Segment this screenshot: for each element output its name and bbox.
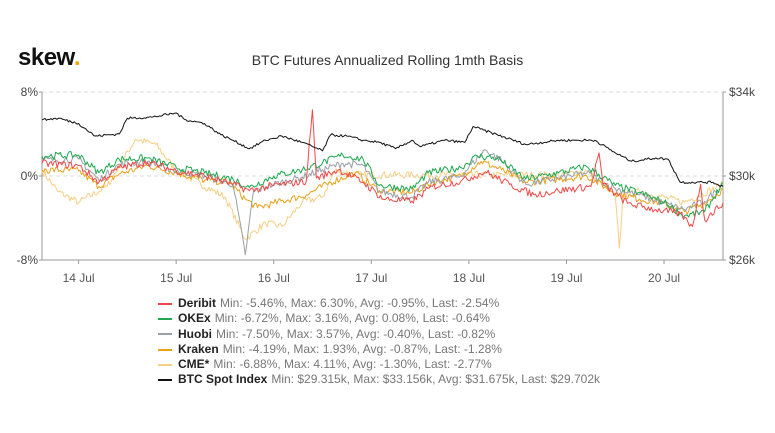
legend-series-stats: Min: -5.46%, Max: 6.30%, Avg: -0.95%, La…	[220, 296, 500, 310]
legend-swatch	[158, 302, 172, 305]
x-tick-label: 17 Jul	[355, 271, 387, 285]
legend-item[interactable]: Huobi Min: -7.50%, Max: 3.57%, Avg: -0.40…	[158, 327, 600, 342]
series-line-kraken	[41, 160, 724, 215]
legend-series-stats: Min: $29.315k, Max: $33.156k, Avg: $31.6…	[271, 372, 601, 387]
legend-item[interactable]: BTC Spot Index Min: $29.315k, Max: $33.15…	[158, 372, 600, 387]
y-right-tick-label: $26k	[729, 253, 756, 267]
series-line-huobi	[41, 149, 724, 256]
x-tick-label: 16 Jul	[258, 271, 290, 285]
legend-series-stats: Min: -7.50%, Max: 3.57%, Avg: -0.40%, La…	[216, 326, 496, 341]
x-tick-label: 20 Jul	[648, 271, 680, 285]
legend-item[interactable]: Deribit Min: -5.46%, Max: 6.30%, Avg: -0.…	[158, 296, 600, 311]
legend-series-name: Huobi	[178, 326, 212, 341]
series-line-okex	[41, 151, 724, 219]
legend-swatch	[158, 363, 172, 366]
legend-series-name: OKEx	[178, 311, 211, 326]
skew-logo: skew.	[18, 44, 81, 71]
legend-swatch	[158, 317, 172, 320]
series-line-deribit	[41, 109, 724, 227]
y-left-tick-label: 8%	[21, 85, 39, 99]
legend-item[interactable]: OKEx Min: -6.72%, Max: 3.16%, Avg: 0.08%,…	[158, 311, 600, 326]
legend-series-name: CME*	[178, 357, 210, 372]
legend-series-name: BTC Spot Index	[178, 372, 268, 387]
legend-series-stats: Min: -6.72%, Max: 3.16%, Avg: 0.08%, Las…	[214, 311, 490, 326]
legend-swatch	[158, 333, 172, 336]
legend-swatch	[158, 348, 172, 351]
legend-item[interactable]: Kraken Min: -4.19%, Max: 1.93%, Avg: -0.8…	[158, 342, 600, 357]
chart-title: BTC Futures Annualized Rolling 1mth Basi…	[251, 52, 524, 68]
x-tick-label: 15 Jul	[160, 271, 192, 285]
x-tick-label: 18 Jul	[453, 271, 485, 285]
legend-series-stats: Min: -6.88%, Max: 4.11%, Avg: -1.30%, La…	[213, 357, 492, 372]
y-left-tick-label: -8%	[17, 253, 39, 267]
x-tick-label: 14 Jul	[63, 271, 95, 285]
legend-series-stats: Min: -4.19%, Max: 1.93%, Avg: -0.87%, La…	[222, 341, 502, 356]
legend-swatch	[158, 379, 172, 382]
y-left-tick-label: 0%	[21, 169, 39, 183]
y-right-tick-label: $30k	[729, 169, 756, 183]
legend: Deribit Min: -5.46%, Max: 6.30%, Avg: -0.…	[158, 296, 600, 388]
x-tick-label: 19 Jul	[550, 271, 582, 285]
legend-series-name: Kraken	[178, 341, 219, 356]
y-right-tick-label: $34k	[729, 85, 756, 99]
series-line-btc-spot-index	[41, 112, 724, 187]
legend-item[interactable]: CME* Min: -6.88%, Max: 4.11%, Avg: -1.30%…	[158, 357, 600, 372]
legend-series-name: Deribit	[178, 296, 217, 310]
